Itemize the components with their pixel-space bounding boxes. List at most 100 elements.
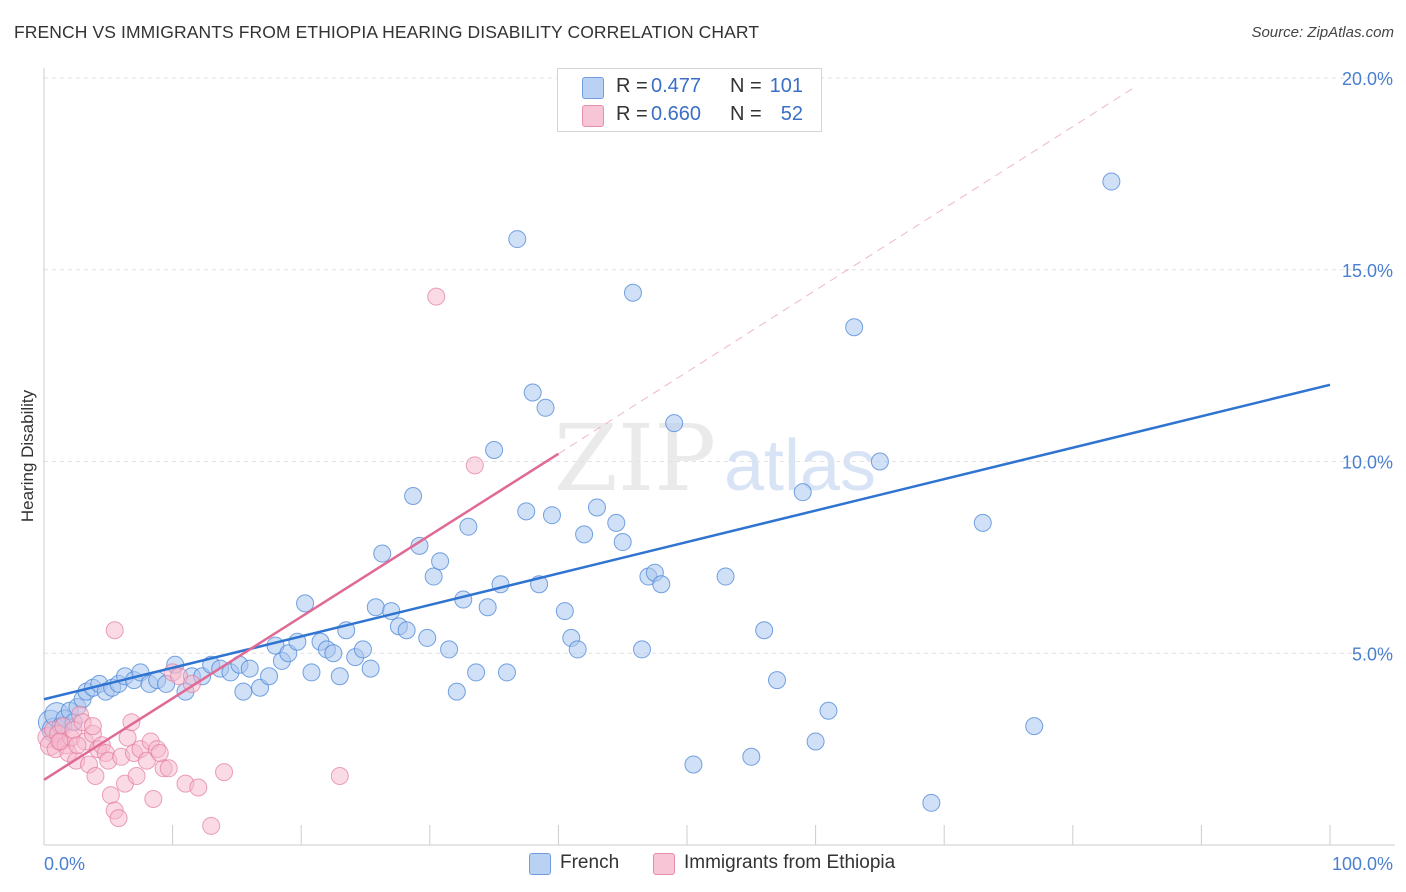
french-point [555, 602, 574, 621]
n-value: 52 [780, 103, 803, 125]
french-point [404, 487, 423, 506]
french-trend-line [43, 383, 1331, 701]
french-point [607, 513, 626, 532]
french-point [302, 663, 321, 682]
french-point [536, 398, 555, 417]
ethiopia-point [68, 736, 87, 755]
french-point [366, 598, 385, 617]
french-point [324, 644, 343, 663]
ethiopia-point [202, 816, 221, 835]
tick-labels: 5.0% 10.0% 15.0% 20.0% 0.0% 100.0% [44, 69, 1393, 874]
french-point [485, 440, 504, 459]
french-point [373, 544, 392, 563]
french-point [819, 701, 838, 720]
stats-row-french: R = 0.477 N = 101 [558, 73, 821, 101]
french-point [260, 667, 279, 686]
ethiopia-point [150, 743, 169, 762]
ethiopia-point [109, 809, 128, 828]
french-point [1102, 172, 1121, 191]
ethiopia-point [127, 766, 146, 785]
y-tick-label: 15.0% [1342, 261, 1393, 281]
french-point [234, 682, 253, 701]
watermark-zip: ZIP [554, 405, 716, 512]
french-point [684, 755, 703, 774]
ethiopia-swatch [582, 105, 604, 127]
french-point [716, 567, 735, 586]
series-legend: French Immigrants from Ethiopia [0, 851, 1406, 879]
french-point [397, 621, 416, 640]
ethiopia-point [86, 766, 105, 785]
r-value: 0.477 [651, 75, 702, 97]
french-point [497, 663, 516, 682]
french-point [1025, 717, 1044, 736]
french-swatch [582, 77, 604, 99]
ethiopia-point [144, 789, 163, 808]
french-point [459, 517, 478, 536]
french-point [454, 590, 473, 609]
n-value: 101 [769, 75, 803, 97]
source-label: Source: ZipAtlas.com [1251, 24, 1394, 41]
x-tick-label: 100.0% [1332, 854, 1393, 874]
ethiopia-points [37, 287, 484, 835]
french-point [632, 640, 651, 659]
french-point [973, 513, 992, 532]
french-point [467, 663, 486, 682]
ethiopia-point [215, 763, 234, 782]
y-tick-label: 10.0% [1342, 453, 1393, 473]
r-label: R = [616, 75, 648, 97]
french-point [330, 667, 349, 686]
french-point [418, 628, 437, 647]
french-point [870, 452, 889, 471]
french-point [517, 502, 536, 521]
ethiopia-point [101, 786, 120, 805]
grid-lines [44, 77, 1395, 654]
french-point [542, 506, 561, 525]
french-point [568, 640, 587, 659]
french-point [353, 640, 372, 659]
french-point [845, 318, 864, 337]
french-point [755, 621, 774, 640]
axes [43, 68, 1395, 846]
french-point [440, 640, 459, 659]
ethiopia-point [189, 778, 208, 797]
y-tick-label: 20.0% [1342, 69, 1393, 89]
french-point [665, 414, 684, 433]
ethiopia-trend-extension [558, 85, 1138, 455]
ethiopia-point [50, 732, 69, 751]
y-tick-label: 5.0% [1352, 644, 1393, 664]
french-point [613, 533, 632, 552]
stats-legend: R = 0.477 N = 101 R = 0.660 N = 52 [557, 68, 822, 132]
n-label: N = [730, 75, 762, 97]
french-swatch [529, 853, 551, 875]
french-point [587, 498, 606, 517]
french-point [424, 567, 443, 586]
r-label: R = [616, 103, 648, 125]
ethiopia-point [427, 287, 446, 306]
french-point [623, 283, 642, 302]
ethiopia-point [83, 717, 102, 736]
ethiopia-point [159, 759, 178, 778]
stats-row-ethiopia: R = 0.660 N = 52 [558, 101, 821, 129]
ethiopia-point [105, 621, 124, 640]
ethiopia-point [330, 766, 349, 785]
french-point [793, 483, 812, 502]
french-point [447, 682, 466, 701]
n-label: N = [730, 103, 762, 125]
french-point [296, 594, 315, 613]
french-point [652, 575, 671, 594]
french-point [523, 383, 542, 402]
trend-lines [43, 85, 1331, 781]
x-tick-label: 0.0% [44, 854, 85, 874]
french-point [478, 598, 497, 617]
french-point [240, 659, 259, 678]
legend-label-french: French [560, 852, 620, 873]
watermark: ZIP atlas [554, 405, 876, 512]
r-value: 0.660 [651, 103, 702, 125]
legend-label-ethiopia: Immigrants from Ethiopia [684, 852, 896, 873]
french-point [575, 525, 594, 544]
ethiopia-trend-line [43, 452, 560, 781]
french-point [768, 671, 787, 690]
ethiopia-swatch [653, 853, 675, 875]
ethiopia-point [465, 456, 484, 475]
